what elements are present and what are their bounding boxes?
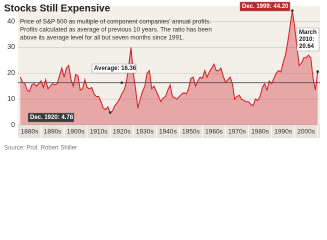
x-tick-label: 1920s (113, 129, 131, 136)
annotation: 2010: (299, 37, 314, 43)
y-tick-label: 0 (11, 122, 15, 129)
x-tick-label: 1890s (44, 129, 62, 136)
x-tick-label: 1970s (228, 129, 246, 136)
annotation: Average: 16.36 (94, 66, 137, 72)
x-tick-label: 1910s (90, 129, 108, 136)
annotation-box (296, 27, 320, 52)
x-axis-band (18, 125, 320, 138)
y-tick-label: 20 (7, 70, 15, 77)
source: Source: Prof. Robert Shiller (4, 146, 77, 152)
annotation: Dec. 1999: 44.20 (242, 4, 289, 10)
chart-title: Stocks Still Expensive (4, 4, 111, 15)
x-tick-label: 1960s (205, 129, 223, 136)
x-tick-label: 1900s (67, 129, 85, 136)
annotation-box (239, 1, 291, 12)
subtitle: Profits calculated as average of previou… (20, 27, 212, 34)
y-tick-label: 30 (7, 44, 15, 51)
annotation: Dec. 1920: 4.78 (30, 115, 74, 121)
y-tick-label: 40 (7, 18, 15, 25)
x-tick-label: 1880s (21, 129, 39, 136)
area-fill (20, 10, 318, 125)
line (19, 10, 319, 114)
annotation-box (91, 63, 137, 74)
subtitle: Price of S&P 500 as multiple of componen… (20, 19, 211, 26)
subtitle: above its average level for all but seve… (20, 35, 184, 42)
x-tick-label: 1940s (159, 129, 177, 136)
annotation-point (120, 81, 124, 84)
annotation: March (299, 30, 317, 36)
annotation: 20.64 (299, 44, 315, 50)
annotation-point (316, 70, 319, 73)
y-tick-label: 10 (7, 96, 15, 103)
annotation-point (291, 9, 294, 12)
x-tick-label: 1950s (182, 129, 200, 136)
x-tick-label: 2000s (297, 129, 315, 136)
x-tick-label: 1930s (136, 129, 154, 136)
chart: 0 10 20 30 40 1880s 1890s 1900s 1910s 1920s 1930s 1… (4, 1, 320, 152)
x-tick-label: 1980s (251, 129, 269, 136)
annotation-box (27, 112, 75, 123)
annotation-point (108, 111, 112, 114)
x-tick-label: 1990s (274, 129, 292, 136)
